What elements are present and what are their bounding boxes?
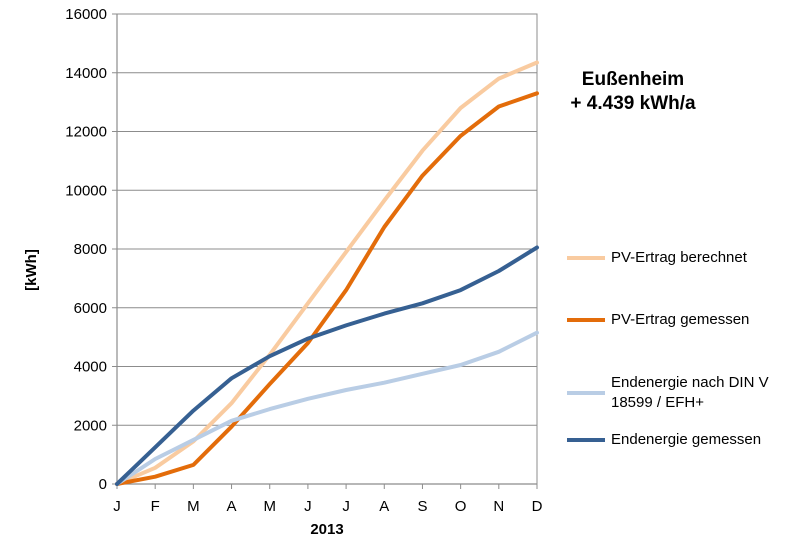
- y-tick-label: 8000: [74, 241, 107, 258]
- annotation-value: + 4.439 kWh/a: [570, 93, 696, 114]
- legend-item: PV-Ertrag gemessen: [567, 310, 796, 330]
- series-line: [115, 60, 539, 486]
- x-axis-label: 2013: [310, 521, 343, 537]
- legend-swatch: [567, 391, 605, 395]
- y-tick-label: 0: [99, 476, 107, 493]
- y-tick-label: 14000: [65, 65, 107, 82]
- grid-lines: [117, 13, 537, 426]
- axes: [112, 13, 538, 489]
- y-axis-label: [kWh]: [23, 249, 40, 291]
- series-line: [115, 330, 539, 486]
- legend-label: Endenergie nach DIN V 18599 / EFH+: [611, 374, 769, 411]
- series-lines: [115, 60, 539, 486]
- x-tick-label: F: [151, 498, 160, 515]
- legend-item: Endenergie gemessen: [567, 430, 796, 450]
- legend-label: PV-Ertrag berechnet: [611, 249, 747, 266]
- y-tick-label: 10000: [65, 182, 107, 199]
- y-tick-labels: 0 2000 4000 6000 8000 10000 12000 14000 16000: [65, 6, 107, 493]
- x-tick-label: M: [187, 498, 200, 515]
- legend-label: PV-Ertrag gemessen: [611, 311, 750, 328]
- x-tick-label: J: [342, 498, 350, 515]
- x-tick-label: A: [379, 498, 389, 515]
- y-tick-label: 16000: [65, 6, 107, 23]
- legend-swatch: [567, 318, 605, 322]
- y-tick-label: 4000: [74, 359, 107, 376]
- x-tick-label: M: [263, 498, 276, 515]
- y-tick-label: 6000: [74, 300, 107, 317]
- x-tick-label: N: [493, 498, 504, 515]
- series-line: [115, 245, 539, 486]
- legend-item: PV-Ertrag berechnet: [567, 248, 796, 268]
- x-tick-label: O: [455, 498, 467, 515]
- x-tick-label: S: [417, 498, 427, 515]
- legend-label: Endenergie gemessen: [611, 431, 762, 448]
- x-tick-label: J: [113, 498, 121, 515]
- chart-annotation: Eußenheim + 4.439 kWh/a: [548, 68, 718, 116]
- series-line: [115, 91, 539, 486]
- legend-swatch: [567, 256, 605, 260]
- x-tick-label: A: [227, 498, 237, 515]
- legend-item: Endenergie nach DIN V 18599 / EFH+: [567, 373, 796, 413]
- y-tick-label: 12000: [65, 124, 107, 141]
- x-tick-label: J: [304, 498, 312, 515]
- y-tick-label: 2000: [74, 417, 107, 434]
- annotation-location: Eußenheim: [581, 69, 685, 90]
- x-tick-label: D: [532, 498, 543, 515]
- legend-swatch: [567, 438, 605, 442]
